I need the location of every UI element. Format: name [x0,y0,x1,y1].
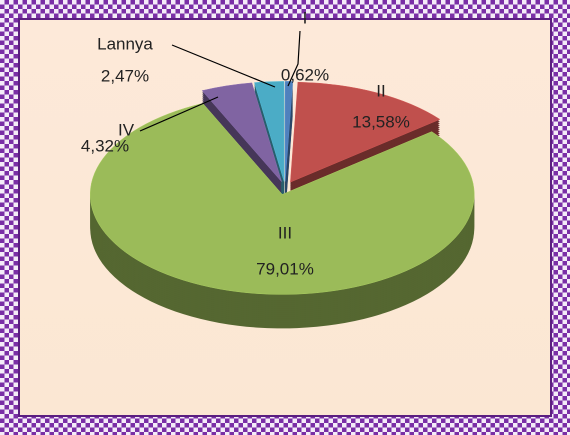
slice [284,81,293,216]
category-label: IV [118,120,135,139]
value-label: 13,58% [352,112,410,131]
leader-line [171,44,276,88]
slice-top [290,81,441,183]
slice-top [89,103,475,295]
value-label: 79,01% [256,259,314,278]
leader-line [139,96,219,132]
value-label: 4,32% [81,136,129,155]
leader-line [287,30,301,87]
category-label: II [376,81,385,100]
category-label: I [303,8,308,27]
category-label: III [278,223,292,242]
slice [89,103,475,329]
category-label: Lannya [97,34,153,53]
slice-top [254,81,285,182]
slice-top [201,82,282,182]
value-label: 0,62% [281,65,329,84]
value-label: 2,47% [101,66,149,85]
slice-top [284,81,293,182]
